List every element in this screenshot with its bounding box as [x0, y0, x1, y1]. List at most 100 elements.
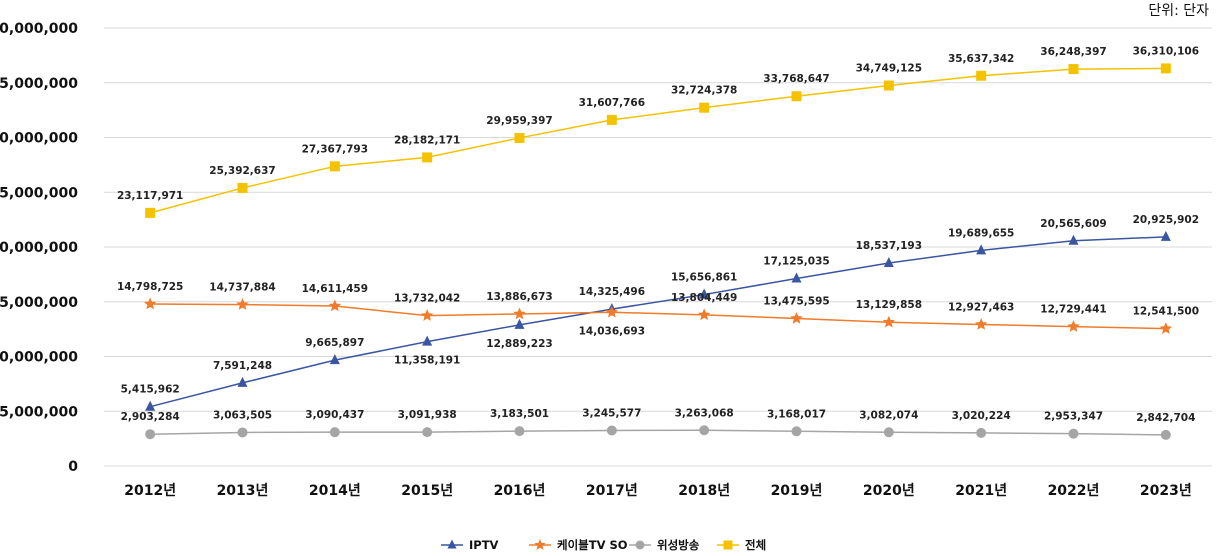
legend: IPTV 케이블TV SO 위성방송 전체: [441, 538, 766, 552]
data-label: 29,959,397: [486, 115, 552, 127]
data-label: 3,263,068: [675, 407, 734, 419]
data-point-marker: [329, 354, 340, 365]
data-label: 3,168,017: [767, 408, 826, 420]
data-point-marker: [1068, 428, 1079, 439]
legend-marker: [635, 540, 645, 550]
y-tick-label: 30,000,000: [0, 131, 78, 147]
series-line: [150, 303, 1166, 330]
data-label: 3,090,437: [305, 409, 364, 421]
data-point-marker: [420, 309, 434, 321]
data-point-marker: [976, 70, 987, 81]
y-tick-label: 10,000,000: [0, 350, 78, 366]
data-point-marker: [697, 308, 711, 321]
data-label: 35,637,342: [948, 53, 1014, 65]
data-label: 28,182,171: [394, 134, 460, 146]
y-tick-label: 20,000,000: [0, 240, 78, 256]
data-label: 12,889,223: [486, 338, 552, 350]
data-point-marker: [145, 429, 156, 440]
data-point-marker: [1159, 322, 1173, 334]
y-tick-label: 15,000,000: [0, 295, 78, 311]
data-label: 12,927,463: [948, 301, 1014, 313]
data-point-marker: [237, 427, 248, 438]
data-point-marker: [236, 298, 249, 310]
data-point-marker: [699, 288, 710, 299]
data-label: 13,804,449: [671, 292, 737, 304]
data-label: 2,953,347: [1044, 411, 1103, 423]
data-point-marker: [422, 335, 433, 346]
data-label: 2,903,284: [121, 411, 180, 423]
data-point-marker: [514, 132, 525, 143]
y-tick-label: 35,000,000: [0, 76, 78, 92]
data-point-marker: [976, 427, 987, 438]
data-point-marker: [976, 244, 987, 255]
y-tick-label: 40,000,000: [0, 21, 78, 37]
data-point-marker: [974, 317, 988, 330]
legend-marker: [723, 540, 733, 550]
data-point-marker: [883, 80, 894, 91]
legend-label: 전체: [745, 538, 766, 552]
x-tick-label: 2023년: [1140, 483, 1192, 499]
data-label: 3,082,074: [859, 409, 918, 421]
data-point-marker: [790, 311, 803, 324]
data-point-marker: [1068, 64, 1079, 75]
data-label: 9,665,897: [305, 337, 364, 349]
data-point-marker: [1160, 429, 1171, 440]
data-point-marker: [514, 318, 525, 329]
data-label: 5,415,962: [121, 384, 180, 396]
data-label: 20,925,902: [1133, 214, 1199, 226]
x-tick-label: 2017년: [586, 483, 638, 499]
data-point-marker: [699, 102, 710, 113]
y-axis-tick-labels: 0 5,000,000 10,000,000 15,000,000 20,000,000…: [0, 21, 78, 475]
data-label: 20,565,609: [1040, 218, 1106, 230]
data-point-marker: [422, 427, 433, 438]
data-label: 31,607,766: [579, 97, 645, 109]
data-label: 2,842,704: [1136, 412, 1195, 424]
data-point-marker: [145, 207, 156, 218]
data-point-marker: [514, 426, 525, 437]
x-tick-label: 2021년: [955, 483, 1007, 499]
data-point-marker: [513, 307, 526, 320]
series-3: [145, 63, 1171, 218]
data-point-marker: [1068, 234, 1079, 245]
series-line: [149, 67, 1166, 214]
x-tick-label: 2015년: [401, 483, 453, 499]
data-point-marker: [883, 427, 894, 438]
x-tick-label: 2018년: [678, 483, 730, 499]
data-label: 25,392,637: [209, 165, 275, 177]
data-point-marker: [606, 114, 617, 125]
series-layer: [143, 63, 1173, 440]
series-line: [149, 236, 1166, 408]
data-label: 3,020,224: [952, 410, 1011, 422]
series-0: [145, 230, 1171, 411]
data-label: 15,656,861: [671, 272, 737, 284]
data-label: 7,591,248: [213, 360, 272, 372]
data-point-marker: [1160, 63, 1171, 74]
legend-item: 위성방송: [629, 538, 700, 552]
data-label: 14,036,693: [579, 325, 645, 337]
data-point-marker: [1067, 320, 1080, 332]
data-label: 33,768,647: [763, 73, 829, 85]
data-label: 3,183,501: [490, 408, 549, 420]
data-label: 14,325,496: [579, 286, 645, 298]
data-label: 23,117,971: [117, 190, 183, 202]
data-label: 36,310,106: [1133, 45, 1199, 57]
data-point-marker: [699, 425, 710, 436]
data-point-marker: [1160, 230, 1171, 241]
legend-label: IPTV: [469, 538, 499, 552]
legend-item: 케이블TV SO: [529, 538, 628, 552]
data-point-marker: [791, 426, 802, 437]
data-label: 13,129,858: [856, 299, 922, 311]
data-label: 3,063,505: [213, 409, 272, 421]
data-point-marker: [329, 427, 340, 438]
legend-marker: [447, 539, 457, 549]
legend-item: 전체: [717, 538, 766, 552]
data-label: 12,729,441: [1040, 304, 1106, 316]
series-2: [145, 425, 1171, 440]
data-label: 13,475,595: [763, 295, 829, 307]
x-tick-label: 2012년: [124, 483, 176, 499]
data-point-marker: [605, 305, 619, 318]
x-tick-label: 2020년: [863, 483, 915, 499]
data-point-marker: [791, 91, 802, 102]
legend-label: 위성방송: [657, 538, 700, 552]
